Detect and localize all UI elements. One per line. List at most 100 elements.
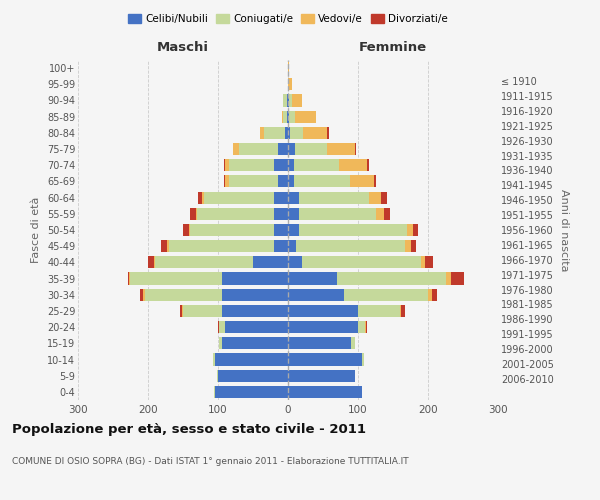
- Bar: [288, 321, 366, 333]
- Bar: [288, 386, 362, 398]
- Bar: [288, 354, 364, 366]
- Bar: [229, 159, 288, 172]
- Bar: [288, 272, 445, 284]
- Bar: [288, 224, 418, 236]
- Bar: [221, 288, 288, 301]
- Bar: [288, 224, 413, 236]
- Bar: [288, 94, 302, 106]
- Bar: [288, 110, 295, 122]
- Bar: [288, 305, 400, 317]
- Bar: [129, 272, 288, 284]
- Bar: [288, 143, 326, 155]
- Bar: [214, 386, 288, 398]
- Bar: [288, 208, 389, 220]
- Bar: [288, 338, 355, 349]
- Bar: [260, 127, 288, 139]
- Bar: [140, 288, 288, 301]
- Bar: [214, 386, 288, 398]
- Bar: [288, 305, 358, 317]
- Bar: [288, 192, 368, 203]
- Bar: [128, 272, 288, 284]
- Bar: [288, 78, 292, 90]
- Bar: [288, 321, 367, 333]
- Bar: [288, 240, 296, 252]
- Bar: [288, 94, 289, 106]
- Bar: [288, 208, 376, 220]
- Bar: [288, 370, 355, 382]
- Bar: [288, 386, 361, 398]
- Bar: [288, 321, 365, 333]
- Bar: [225, 159, 288, 172]
- Bar: [288, 272, 464, 284]
- Bar: [239, 143, 288, 155]
- Bar: [288, 321, 358, 333]
- Bar: [202, 192, 288, 203]
- Bar: [274, 159, 288, 172]
- Bar: [288, 143, 355, 155]
- Bar: [218, 321, 288, 333]
- Bar: [148, 256, 288, 268]
- Bar: [288, 110, 316, 122]
- Bar: [183, 305, 288, 317]
- Bar: [197, 208, 288, 220]
- Bar: [288, 78, 292, 90]
- Bar: [288, 62, 289, 74]
- Bar: [220, 338, 288, 349]
- Bar: [288, 288, 344, 301]
- Y-axis label: Anni di nascita: Anni di nascita: [559, 188, 569, 271]
- Bar: [274, 208, 288, 220]
- Bar: [263, 127, 288, 139]
- Bar: [190, 208, 288, 220]
- Bar: [288, 370, 355, 382]
- Bar: [277, 176, 288, 188]
- Bar: [288, 127, 303, 139]
- Bar: [218, 370, 288, 382]
- Bar: [214, 386, 288, 398]
- Bar: [260, 127, 288, 139]
- Bar: [217, 370, 288, 382]
- Bar: [288, 176, 374, 188]
- Bar: [288, 288, 428, 301]
- Bar: [213, 354, 288, 366]
- Bar: [130, 272, 288, 284]
- Bar: [288, 288, 437, 301]
- Bar: [282, 110, 288, 122]
- Bar: [167, 240, 288, 252]
- Bar: [288, 110, 289, 122]
- Bar: [288, 192, 299, 203]
- Bar: [288, 143, 295, 155]
- Bar: [221, 272, 288, 284]
- Bar: [288, 256, 425, 268]
- Bar: [224, 176, 288, 188]
- Bar: [288, 354, 361, 366]
- Bar: [188, 224, 288, 236]
- Bar: [215, 386, 288, 398]
- Bar: [274, 240, 288, 252]
- Bar: [282, 110, 288, 122]
- Bar: [288, 305, 401, 317]
- Y-axis label: Fasce di età: Fasce di età: [31, 197, 41, 263]
- Bar: [204, 192, 288, 203]
- Bar: [288, 288, 431, 301]
- Bar: [288, 94, 292, 106]
- Bar: [180, 305, 288, 317]
- Bar: [277, 143, 288, 155]
- Bar: [288, 127, 329, 139]
- Bar: [224, 159, 288, 172]
- Bar: [220, 338, 288, 349]
- Bar: [220, 321, 288, 333]
- Bar: [155, 256, 288, 268]
- Bar: [288, 256, 433, 268]
- Bar: [161, 240, 288, 252]
- Text: Maschi: Maschi: [157, 40, 209, 54]
- Bar: [288, 354, 364, 366]
- Text: COMUNE DI OSIO SOPRA (BG) - Dati ISTAT 1° gennaio 2011 - Elaborazione TUTTITALIA: COMUNE DI OSIO SOPRA (BG) - Dati ISTAT 1…: [12, 458, 409, 466]
- Bar: [288, 386, 362, 398]
- Bar: [215, 354, 288, 366]
- Bar: [218, 321, 288, 333]
- Bar: [288, 256, 421, 268]
- Bar: [288, 208, 384, 220]
- Bar: [288, 256, 302, 268]
- Bar: [283, 110, 288, 122]
- Bar: [220, 338, 288, 349]
